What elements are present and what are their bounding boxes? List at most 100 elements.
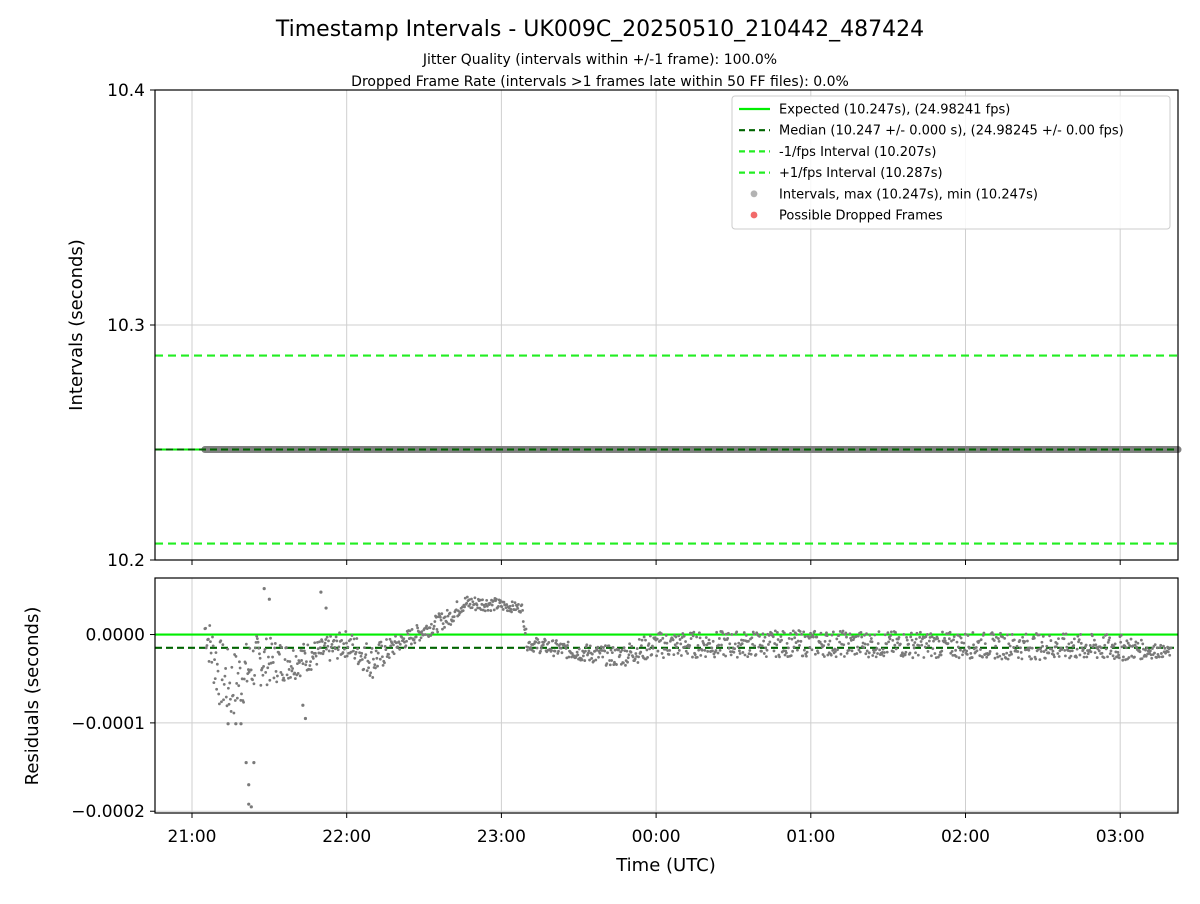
residual-point: [291, 667, 295, 670]
residual-point: [587, 649, 591, 653]
residual-point: [553, 649, 557, 653]
residual-point: [282, 676, 286, 680]
residual-point: [834, 650, 837, 653]
residual-point: [648, 634, 652, 638]
residual-point: [923, 645, 927, 649]
residual-point: [982, 631, 986, 635]
residual-point: [404, 644, 408, 648]
residual-point: [205, 644, 209, 647]
residual-point: [452, 619, 455, 623]
residual-point: [956, 645, 960, 649]
residual-point: [916, 653, 920, 657]
residual-point: [485, 604, 489, 608]
residual-point: [229, 710, 233, 713]
residual-point: [979, 648, 982, 651]
residual-point: [600, 649, 604, 652]
residual-point: [369, 671, 373, 675]
residual-outlier-point: [319, 590, 323, 594]
residual-point: [863, 633, 866, 637]
residual-point: [221, 643, 225, 647]
residual-point: [620, 648, 624, 652]
residual-point: [488, 601, 492, 605]
residual-point: [1117, 656, 1121, 660]
residual-point: [697, 631, 701, 635]
residual-point: [664, 634, 668, 637]
residual-point: [704, 636, 708, 639]
residual-point: [350, 634, 354, 637]
residual-point: [492, 608, 496, 612]
residual-point: [807, 636, 811, 640]
residual-point: [695, 635, 699, 639]
residual-point: [251, 678, 254, 682]
residual-point: [229, 697, 232, 701]
residual-point: [1130, 654, 1134, 658]
residual-point: [696, 644, 700, 647]
residual-point: [349, 650, 353, 654]
residual-point: [267, 655, 270, 659]
residual-point: [585, 643, 589, 647]
residual-point: [1060, 648, 1064, 651]
residual-point: [888, 637, 892, 641]
residuals-axes-frame: [154, 577, 1179, 814]
residual-point: [667, 653, 671, 656]
residual-point: [1144, 648, 1147, 652]
residual-point: [368, 674, 372, 677]
residual-point: [1056, 652, 1060, 655]
residual-point: [547, 641, 551, 644]
residual-point: [541, 643, 545, 647]
residual-point: [439, 618, 443, 622]
residual-point: [302, 642, 306, 646]
residual-point: [429, 634, 433, 637]
residual-point: [931, 647, 935, 651]
residual-point: [965, 649, 969, 653]
residual-point: [1107, 638, 1111, 642]
residual-point: [285, 673, 289, 677]
residual-point: [741, 651, 745, 654]
residual-point: [210, 660, 214, 664]
residual-point: [988, 650, 992, 653]
residual-point: [637, 637, 641, 641]
residual-point: [706, 650, 710, 653]
residual-point: [886, 631, 890, 635]
residual-point: [380, 655, 384, 659]
residual-point: [857, 648, 861, 652]
residual-point: [273, 646, 277, 650]
residual-point: [761, 632, 765, 636]
residual-point: [618, 653, 622, 657]
residual-point: [1119, 633, 1123, 637]
residual-point: [691, 634, 695, 638]
residual-point: [1030, 657, 1033, 661]
residual-point: [252, 682, 256, 686]
residual-point: [941, 630, 944, 634]
residual-point: [220, 700, 223, 704]
residual-point: [264, 671, 268, 674]
residual-point: [510, 600, 514, 604]
residual-point: [209, 640, 212, 644]
residual-point: [1161, 655, 1165, 659]
residual-point: [634, 652, 638, 655]
residual-point: [1047, 651, 1051, 655]
residual-point: [296, 672, 300, 675]
residual-point: [557, 649, 560, 653]
residual-point: [825, 631, 828, 635]
residual-point: [994, 644, 998, 648]
residual-point: [555, 642, 559, 646]
residual-point: [362, 667, 366, 671]
residual-point: [332, 638, 336, 642]
residual-point: [275, 680, 279, 684]
residual-point: [864, 652, 868, 656]
residual-point: [314, 654, 318, 658]
residual-point: [698, 636, 702, 640]
residual-point: [1138, 650, 1142, 654]
residual-point: [936, 637, 940, 640]
residual-point: [639, 650, 643, 654]
residual-point: [470, 597, 473, 601]
residual-point: [461, 609, 465, 613]
residual-point: [681, 632, 685, 635]
residual-point: [1145, 646, 1149, 650]
residual-point: [255, 637, 259, 640]
residual-point: [686, 652, 690, 655]
residual-point: [848, 632, 852, 636]
residual-point: [730, 632, 734, 636]
residual-point: [1136, 641, 1140, 645]
